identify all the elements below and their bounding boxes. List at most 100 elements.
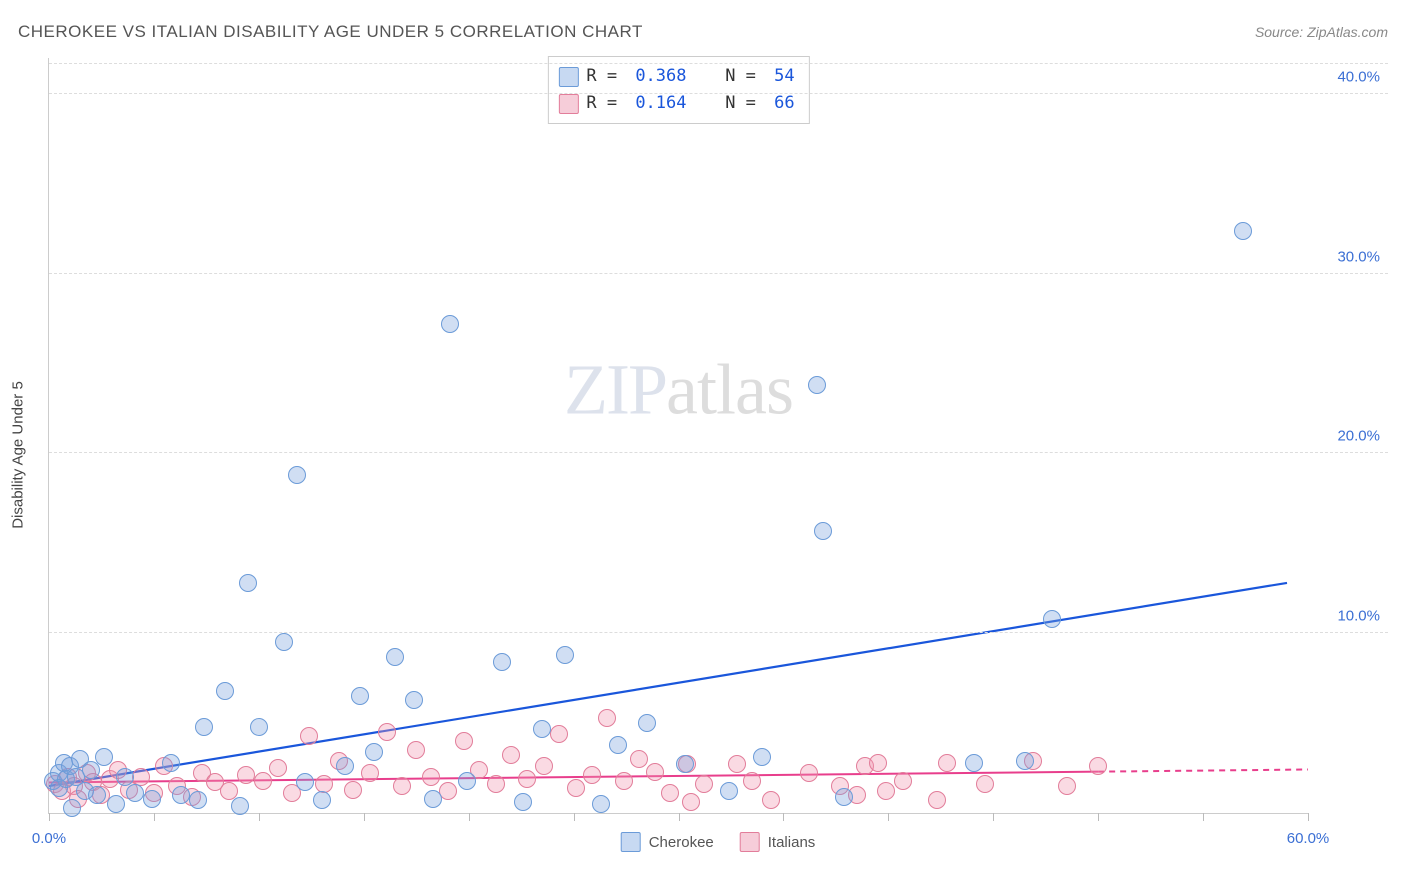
- plot-area: ZIPatlas R = 0.368 N = 54 R = 0.164 N = …: [48, 58, 1308, 814]
- x-tick-label: 60.0%: [1287, 830, 1330, 847]
- x-tick: [469, 813, 470, 821]
- scatter-point: [250, 718, 268, 736]
- scatter-point: [393, 777, 411, 795]
- gridline: [49, 93, 1388, 94]
- scatter-point: [938, 754, 956, 772]
- scatter-point: [1043, 610, 1061, 628]
- scatter-point: [1234, 222, 1252, 240]
- scatter-point: [592, 795, 610, 813]
- scatter-point: [609, 736, 627, 754]
- cherokee-swatch-icon: [621, 832, 641, 852]
- gridline: [49, 452, 1388, 453]
- scatter-point: [567, 779, 585, 797]
- trend-line: [1098, 769, 1308, 771]
- scatter-point: [441, 315, 459, 333]
- scatter-point: [598, 709, 616, 727]
- chart-title: CHEROKEE VS ITALIAN DISABILITY AGE UNDER…: [18, 22, 643, 42]
- scatter-point: [172, 786, 190, 804]
- scatter-point: [583, 766, 601, 784]
- gridline: [49, 63, 1388, 64]
- stats-n-label: N =: [695, 63, 767, 90]
- y-tick-label: 30.0%: [1318, 248, 1380, 265]
- scatter-point: [63, 799, 81, 817]
- watermark-atlas: atlas: [666, 350, 793, 430]
- stats-n-label: N =: [695, 90, 767, 117]
- scatter-point: [189, 791, 207, 809]
- scatter-point: [928, 791, 946, 809]
- scatter-point: [682, 793, 700, 811]
- x-tick: [49, 813, 50, 821]
- x-tick: [1098, 813, 1099, 821]
- scatter-point: [458, 772, 476, 790]
- scatter-point: [814, 522, 832, 540]
- scatter-point: [615, 772, 633, 790]
- scatter-point: [493, 653, 511, 671]
- scatter-point: [720, 782, 738, 800]
- scatter-point: [296, 773, 314, 791]
- scatter-point: [877, 782, 895, 800]
- scatter-point: [275, 633, 293, 651]
- scatter-point: [661, 784, 679, 802]
- scatter-point: [487, 775, 505, 793]
- italians-r-value: 0.164: [635, 90, 686, 117]
- scatter-point: [143, 790, 161, 808]
- cherokee-n-value: 54: [774, 63, 794, 90]
- scatter-point: [386, 648, 404, 666]
- scatter-point: [216, 682, 234, 700]
- legend-bottom: Cherokee Italians: [621, 832, 816, 852]
- scatter-point: [288, 466, 306, 484]
- scatter-point: [126, 784, 144, 802]
- stats-row-italians: R = 0.164 N = 66: [558, 90, 794, 117]
- trend-line: [49, 583, 1287, 786]
- stats-row-cherokee: R = 0.368 N = 54: [558, 63, 794, 90]
- y-tick-label: 10.0%: [1318, 608, 1380, 625]
- x-tick-label: 0.0%: [32, 830, 66, 847]
- scatter-point: [533, 720, 551, 738]
- legend-item-cherokee: Cherokee: [621, 832, 714, 852]
- scatter-point: [254, 772, 272, 790]
- scatter-point: [300, 727, 318, 745]
- italians-swatch-icon: [740, 832, 760, 852]
- scatter-point: [407, 741, 425, 759]
- x-tick: [154, 813, 155, 821]
- scatter-point: [424, 790, 442, 808]
- scatter-point: [313, 791, 331, 809]
- scatter-point: [518, 770, 536, 788]
- italians-n-value: 66: [774, 90, 794, 117]
- gridline: [49, 632, 1388, 633]
- scatter-point: [630, 750, 648, 768]
- plot-container: ZIPatlas R = 0.368 N = 54 R = 0.164 N = …: [48, 58, 1388, 852]
- x-tick: [783, 813, 784, 821]
- scatter-point: [88, 786, 106, 804]
- scatter-point: [116, 768, 134, 786]
- scatter-point: [1089, 757, 1107, 775]
- watermark-zip: ZIP: [564, 350, 666, 430]
- scatter-point: [1016, 752, 1034, 770]
- scatter-point: [315, 775, 333, 793]
- scatter-point: [239, 574, 257, 592]
- scatter-point: [502, 746, 520, 764]
- scatter-point: [753, 748, 771, 766]
- stats-r-label: R =: [586, 90, 627, 117]
- scatter-point: [646, 763, 664, 781]
- scatter-point: [808, 376, 826, 394]
- x-tick: [888, 813, 889, 821]
- stats-r-label: R =: [586, 63, 627, 90]
- scatter-point: [1058, 777, 1076, 795]
- scatter-point: [405, 691, 423, 709]
- x-tick: [259, 813, 260, 821]
- scatter-point: [269, 759, 287, 777]
- scatter-point: [455, 732, 473, 750]
- scatter-point: [676, 755, 694, 773]
- legend-label-cherokee: Cherokee: [649, 834, 714, 851]
- scatter-point: [344, 781, 362, 799]
- scatter-point: [762, 791, 780, 809]
- scatter-point: [835, 788, 853, 806]
- scatter-point: [869, 754, 887, 772]
- scatter-point: [894, 772, 912, 790]
- x-tick: [993, 813, 994, 821]
- scatter-point: [351, 687, 369, 705]
- scatter-point: [743, 772, 761, 790]
- cherokee-r-value: 0.368: [635, 63, 686, 90]
- scatter-point: [361, 764, 379, 782]
